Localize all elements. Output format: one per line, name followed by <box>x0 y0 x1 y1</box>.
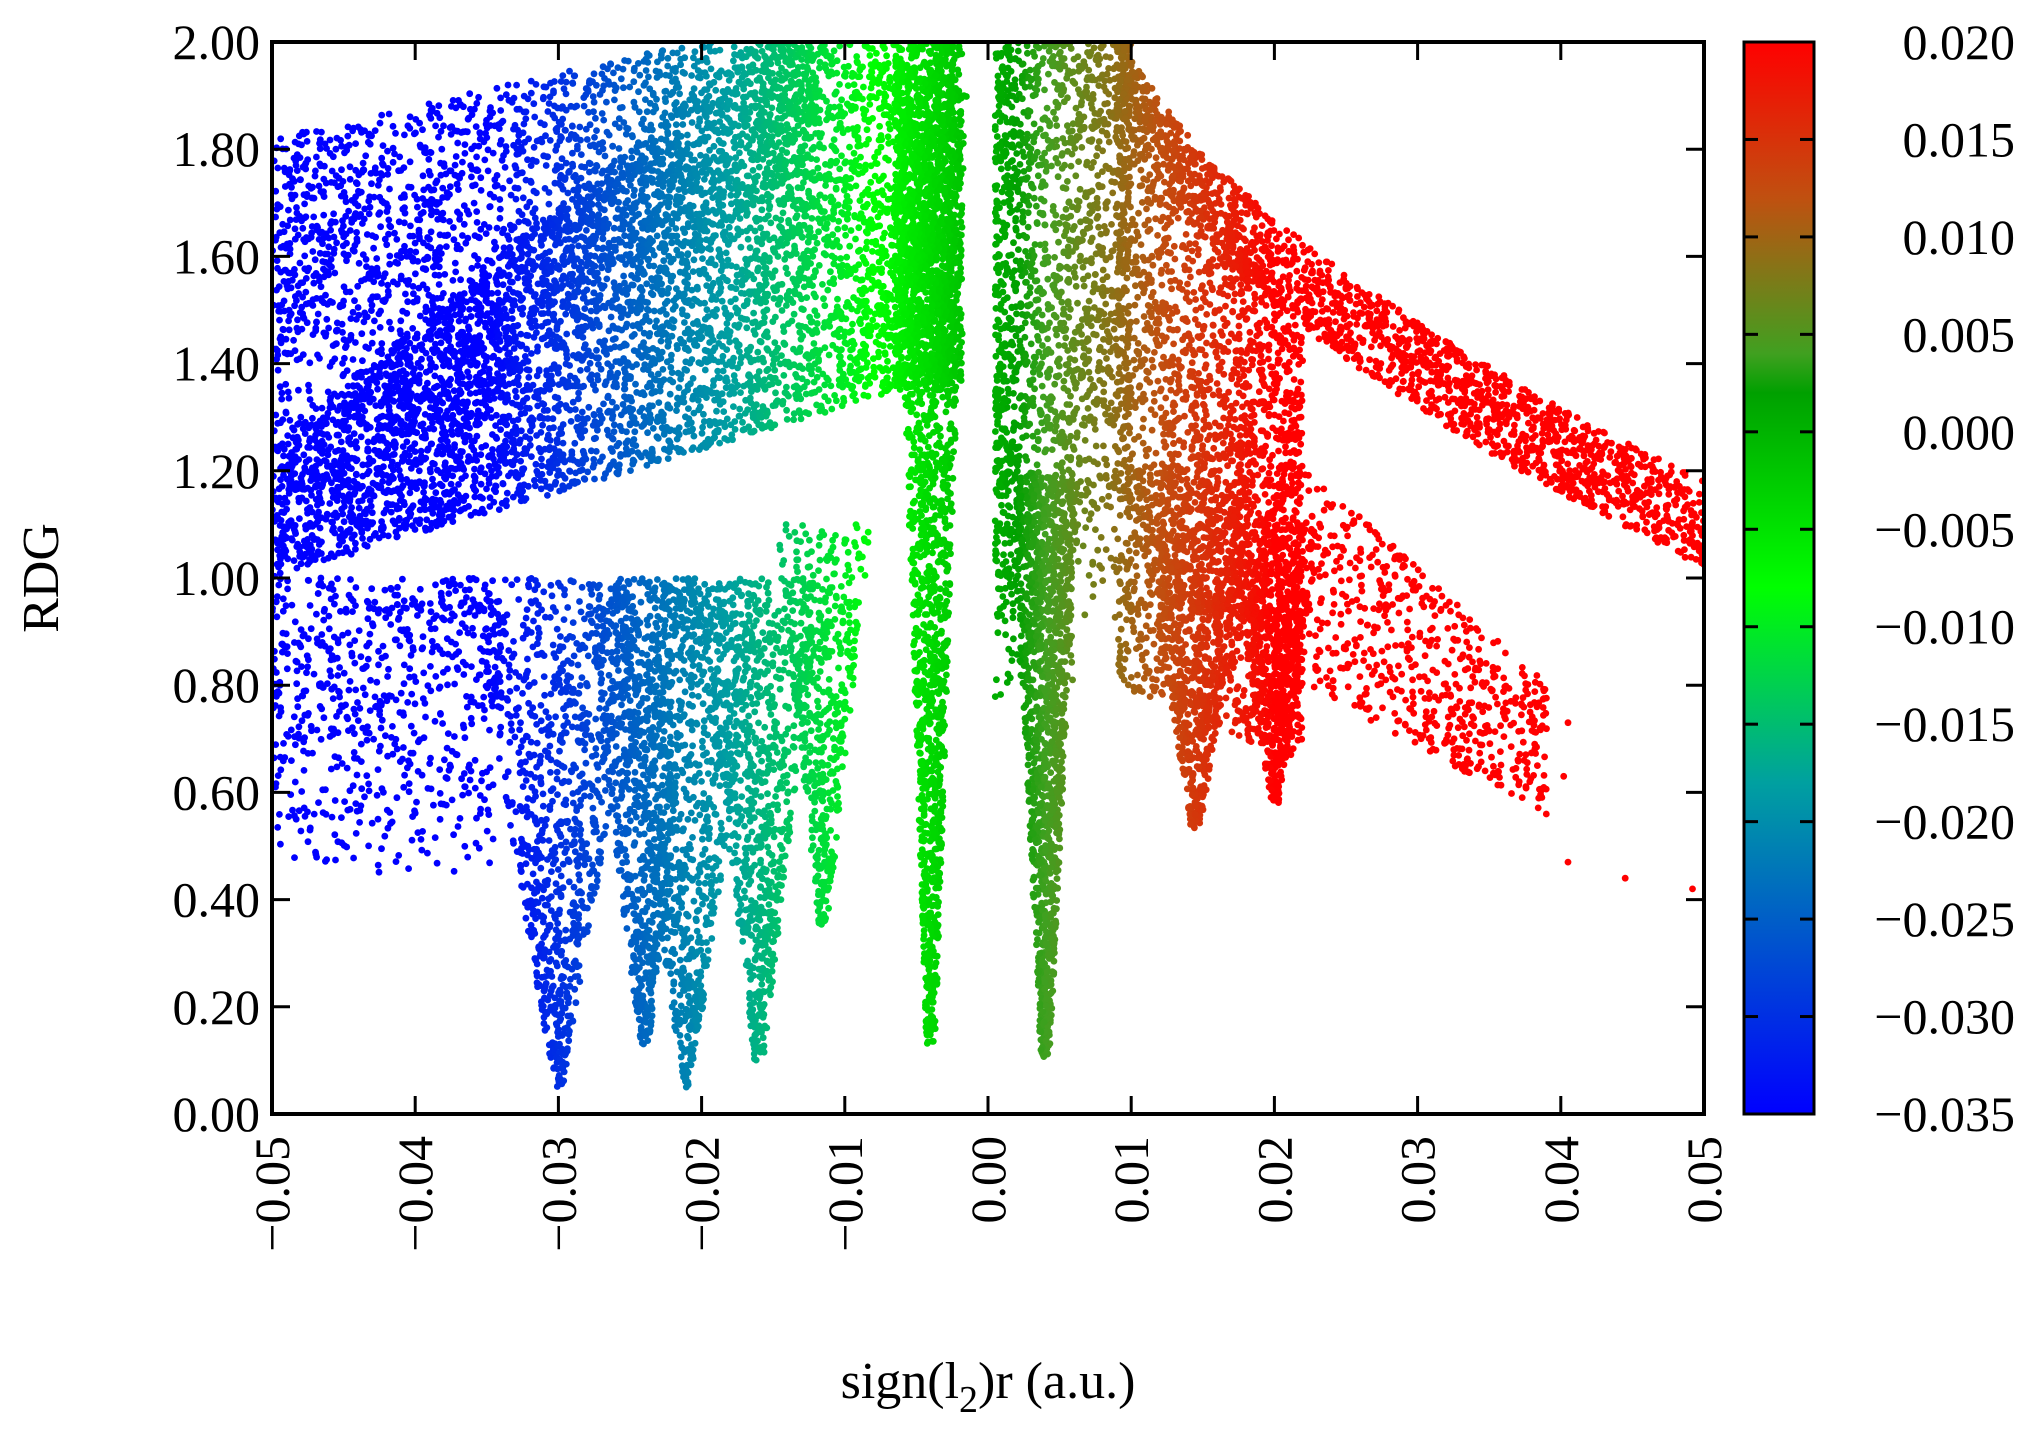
scatter-point <box>676 384 683 391</box>
scatter-point <box>756 164 763 171</box>
scatter-point <box>863 260 870 267</box>
scatter-point <box>884 358 891 365</box>
scatter-points <box>269 39 1708 1091</box>
scatter-point <box>837 255 844 262</box>
scatter-point <box>338 439 345 446</box>
scatter-point <box>811 379 818 386</box>
scatter-point <box>456 318 463 325</box>
scatter-point <box>466 306 473 313</box>
scatter-point <box>655 435 662 442</box>
scatter-point <box>544 492 551 499</box>
scatter-point <box>584 366 591 373</box>
scatter-point <box>790 416 797 423</box>
scatter-point <box>783 407 790 414</box>
scatter-point <box>560 440 567 447</box>
scatter-point <box>611 225 618 232</box>
scatter-point <box>465 503 472 510</box>
scatter-point <box>745 236 752 243</box>
scatter-point <box>434 467 441 474</box>
scatter-point <box>727 298 734 305</box>
scatter-point <box>684 132 691 139</box>
scatter-point <box>691 256 698 263</box>
scatter-point <box>579 409 586 416</box>
scatter-point <box>875 333 882 340</box>
scatter-point <box>847 369 854 376</box>
scatter-point <box>560 421 567 428</box>
scatter-point <box>644 462 651 469</box>
scatter-point <box>664 298 671 305</box>
scatter-point <box>600 401 607 408</box>
scatter-point <box>566 236 573 243</box>
scatter-point <box>766 206 773 213</box>
scatter-point <box>866 101 873 108</box>
scatter-point <box>715 359 722 366</box>
scatter-point <box>605 393 612 400</box>
scatter-point <box>593 347 600 354</box>
scatter-point <box>356 505 363 512</box>
scatter-point <box>679 121 686 128</box>
scatter-point <box>439 483 446 490</box>
scatter-point <box>318 484 325 491</box>
scatter-point <box>464 369 471 376</box>
scatter-point <box>575 390 582 397</box>
scatter-point <box>673 407 680 414</box>
scatter-point <box>327 444 334 451</box>
scatter-point <box>303 458 310 465</box>
scatter-point <box>819 281 826 288</box>
scatter-point <box>504 490 511 497</box>
scatter-point <box>754 349 761 356</box>
scatter-point <box>699 255 706 262</box>
scatter-point <box>728 192 735 199</box>
scatter-point <box>791 311 798 318</box>
scatter-point <box>780 372 787 379</box>
scatter-point <box>645 354 652 361</box>
scatter-point <box>740 427 747 434</box>
scatter-point <box>673 121 680 128</box>
scatter-point <box>869 317 876 324</box>
scatter-point <box>767 220 774 227</box>
scatter-point <box>691 410 698 417</box>
scatter-point <box>828 383 835 390</box>
scatter-point <box>631 428 638 435</box>
scatter-point <box>795 322 802 329</box>
scatter-point <box>726 339 733 346</box>
scatter-point <box>710 170 717 177</box>
scatter-point <box>824 287 831 294</box>
scatter-point <box>834 296 841 303</box>
scatter-point <box>645 347 652 354</box>
scatter-point <box>719 298 726 305</box>
scatter-point <box>883 52 890 59</box>
scatter-point <box>851 150 858 157</box>
scatter-point <box>496 506 503 513</box>
scatter-point <box>555 408 562 415</box>
scatter-point <box>624 321 631 328</box>
scatter-point <box>632 381 639 388</box>
scatter-point <box>538 485 545 492</box>
scatter-point <box>590 456 597 463</box>
scatter-point <box>420 489 427 496</box>
scatter-point <box>704 306 711 313</box>
scatter-point <box>720 408 727 415</box>
scatter-point <box>517 458 524 465</box>
scatter-point <box>798 336 805 343</box>
scatter-point <box>685 405 692 412</box>
scatter-point <box>867 52 874 59</box>
scatter-point <box>359 461 366 468</box>
scatter-point <box>440 362 447 369</box>
scatter-point <box>309 415 316 422</box>
